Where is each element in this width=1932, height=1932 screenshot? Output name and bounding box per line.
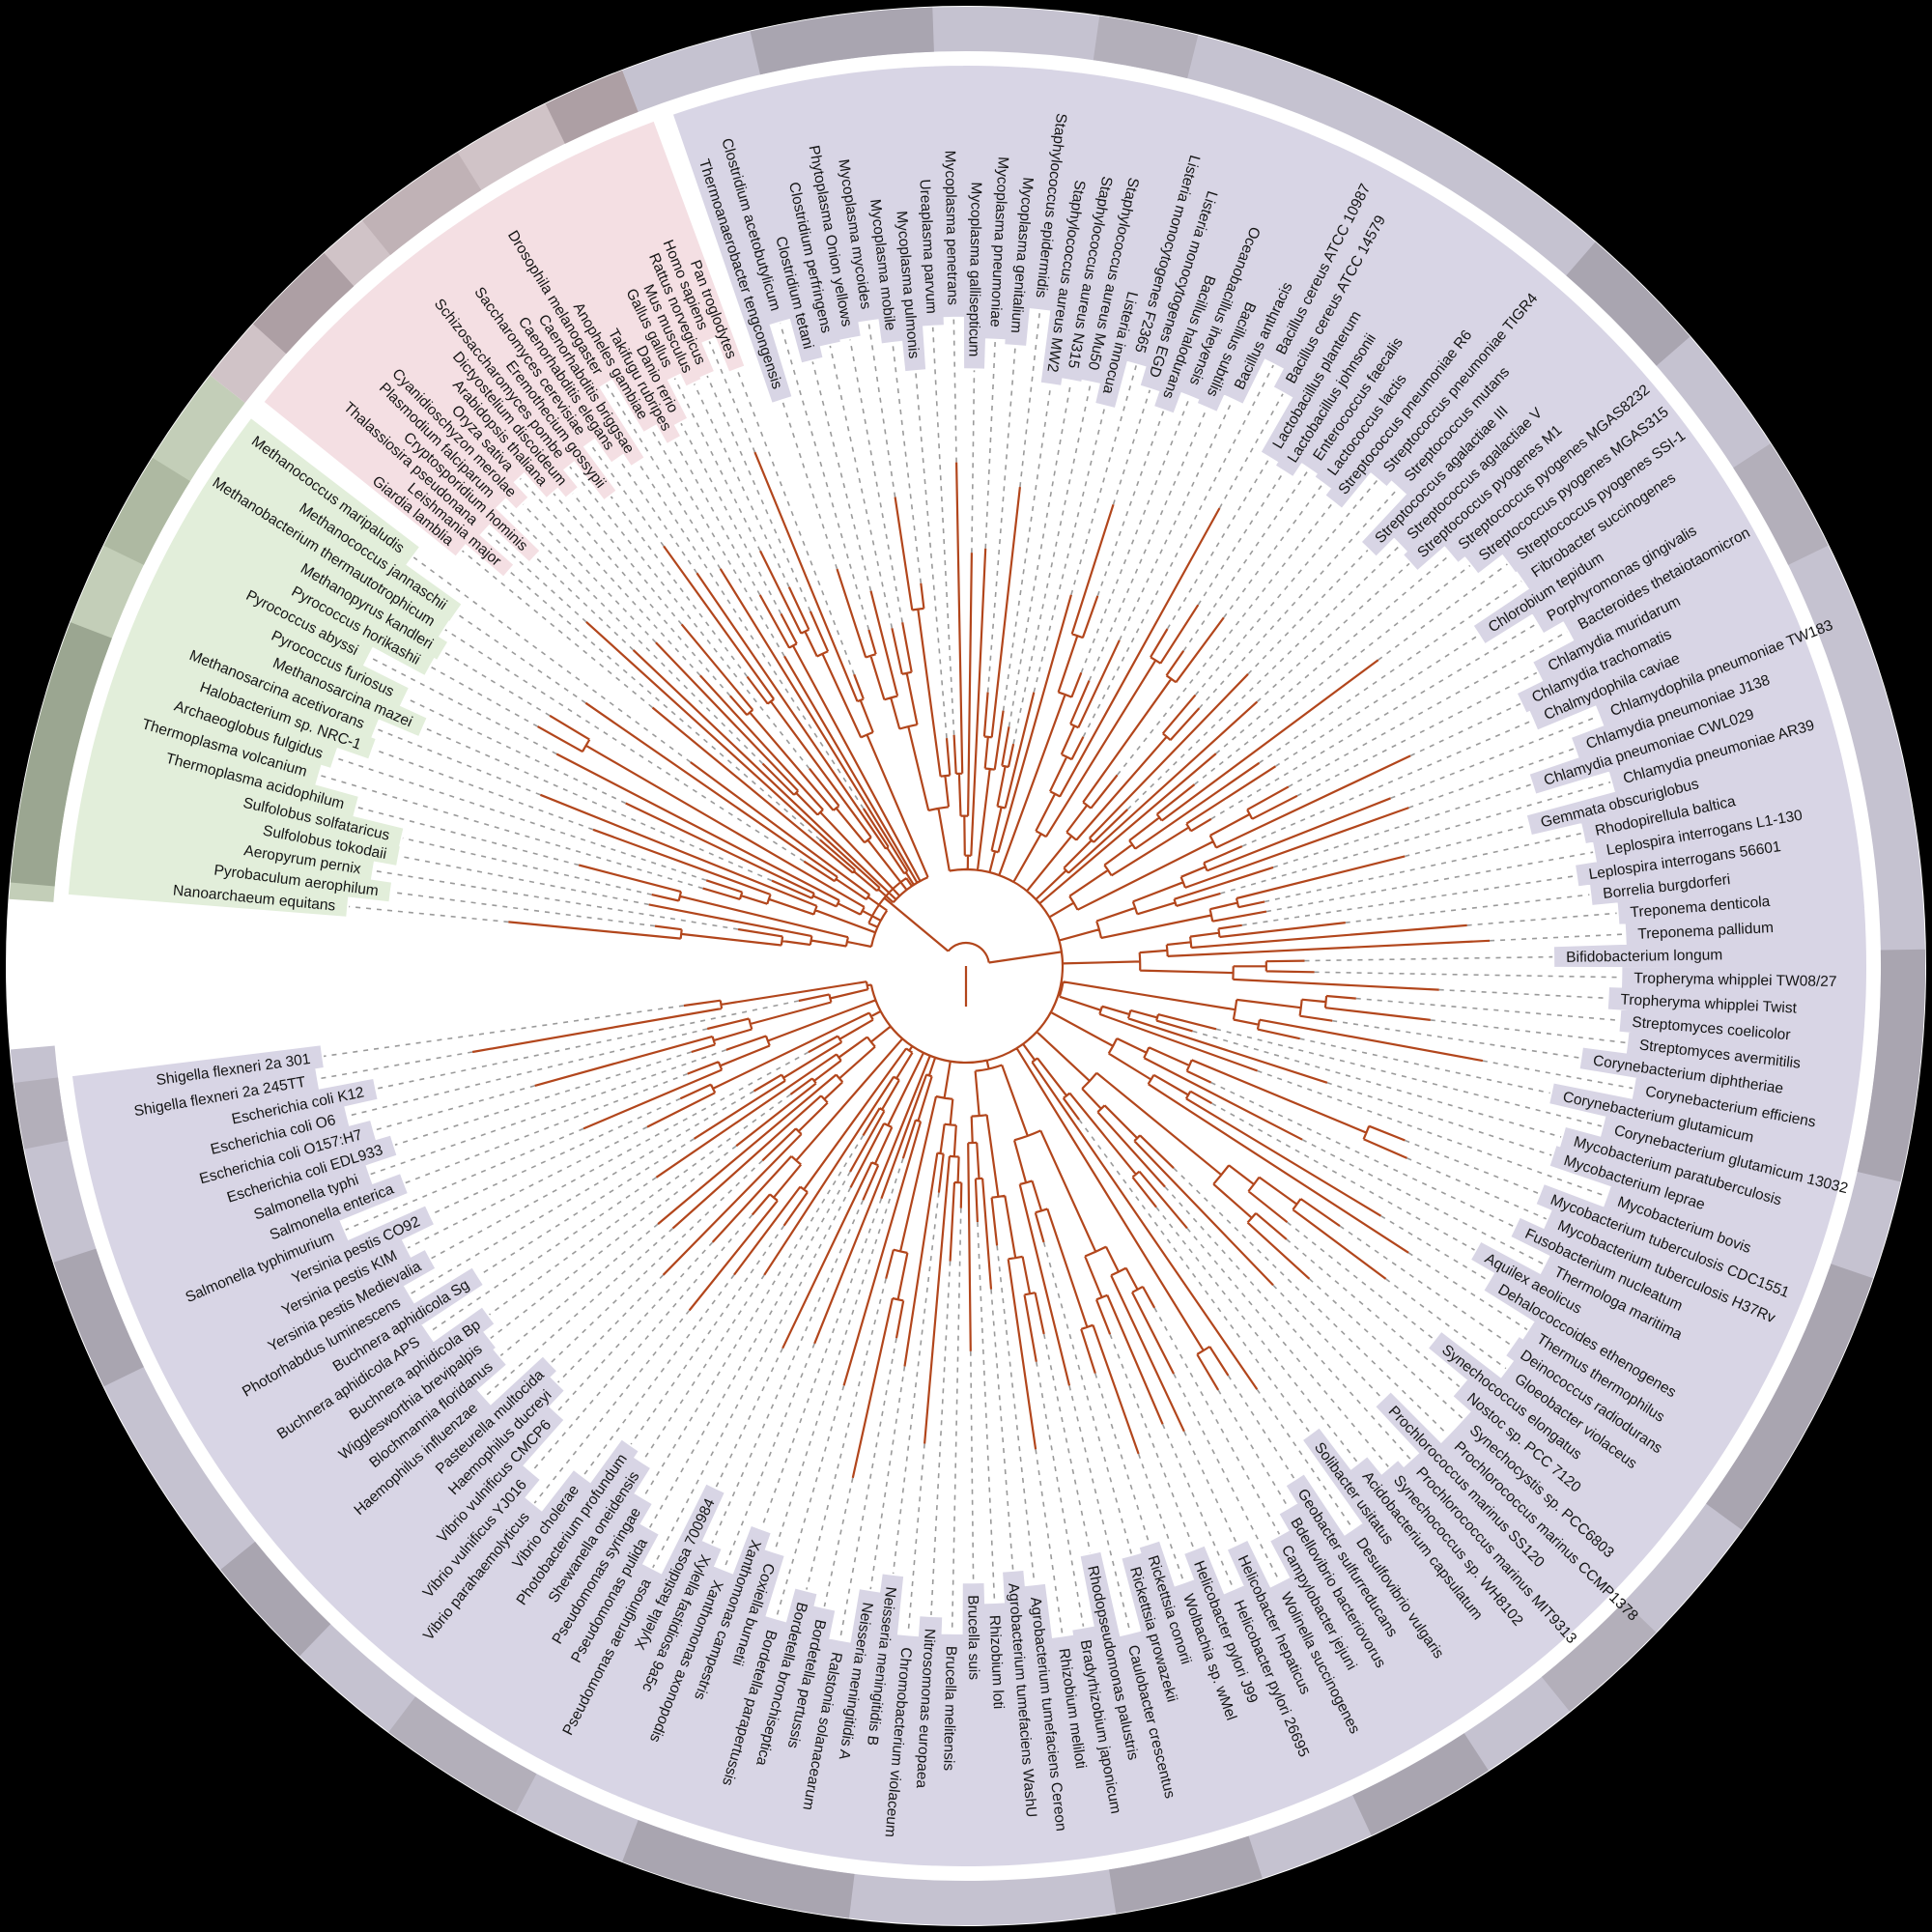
outer-ring-segment	[220, 1541, 331, 1657]
domain-band-bacteria	[72, 65, 1867, 1867]
taxon-label: Brucella suis	[964, 1595, 981, 1680]
taxon-label: Bifidobacterium longum	[1566, 947, 1722, 966]
domain-band-archaea	[68, 418, 462, 917]
taxon-label: Brucella melitensis	[940, 1646, 959, 1772]
outer-ring-segment	[1733, 443, 1829, 566]
outer-ring-segment	[1093, 15, 1199, 79]
domain-band-eukaryota	[264, 121, 745, 577]
taxon-label: Tropheryma whipplei TW08/27	[1634, 970, 1836, 990]
taxon-label: Mycoplasma penetrans	[942, 151, 961, 306]
outer-ring-segment	[10, 622, 112, 887]
outer-ring-segment	[622, 1820, 855, 1918]
outer-ring-segment	[103, 457, 191, 566]
outer-ring-segment	[1108, 1835, 1263, 1914]
outer-ring-segment	[1566, 242, 1690, 366]
outer-ring-segment	[388, 1696, 537, 1813]
outer-ring-segment	[1706, 1264, 1873, 1530]
taxon-label: Mycoplasma gallisepticum	[965, 182, 983, 356]
outer-ring-segment	[750, 7, 934, 75]
taxon-label: Treponema pallidum	[1637, 920, 1774, 943]
outer-ring-segment	[14, 1077, 69, 1150]
outer-ring-segment	[362, 152, 482, 256]
outer-ring-segment	[253, 253, 355, 355]
taxon-label: Rhizobium loti	[986, 1615, 1007, 1710]
leaf-leader-lines	[318, 311, 1634, 1639]
outer-ring-segment	[53, 1248, 144, 1387]
tree-branches	[471, 451, 1491, 1479]
outer-ring-segment	[1857, 949, 1926, 1182]
outer-ring-segment	[1541, 1601, 1657, 1712]
outer-ring-segment	[1352, 1733, 1489, 1835]
outer-ring-segment	[545, 70, 639, 144]
